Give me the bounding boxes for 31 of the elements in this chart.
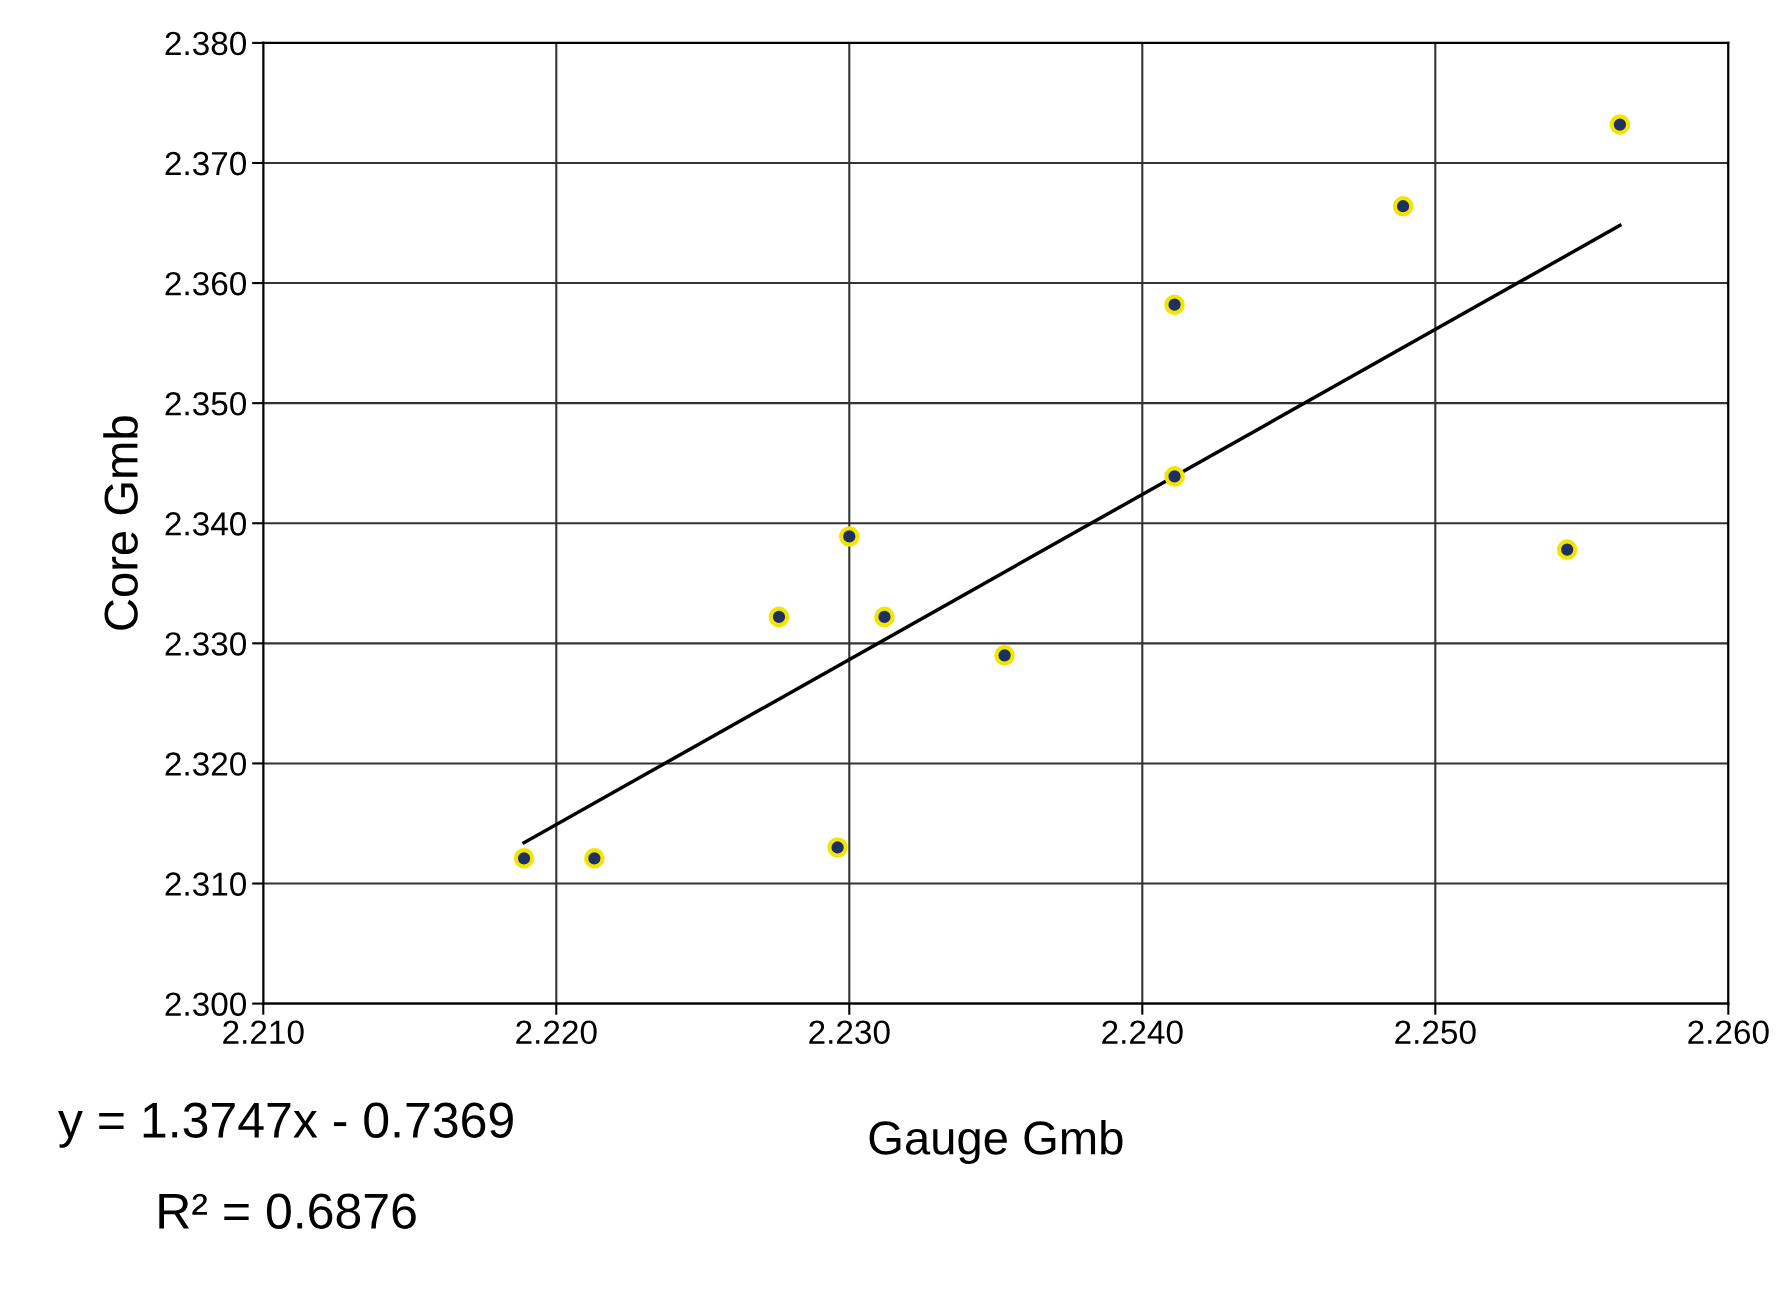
- point: [584, 847, 605, 869]
- x-tick-label: 2.210: [223, 1020, 304, 1045]
- y-tick-label: 2.370: [165, 151, 247, 176]
- y-tick-label: 2.310: [165, 872, 247, 896]
- y-axis-title: Core Gmb: [103, 416, 138, 630]
- point: [1556, 539, 1578, 560]
- x-tick-label: 2.260: [1688, 1020, 1769, 1045]
- y-tick-label: 2.380: [165, 31, 247, 56]
- point: [1609, 114, 1631, 135]
- point: [768, 606, 790, 628]
- point: [874, 606, 895, 628]
- text: R² = 0.6876: [159, 1193, 416, 1229]
- text: y = 1.3747x - 0.7369: [58, 1102, 513, 1148]
- y-tick-label: 2.300: [165, 992, 247, 1017]
- y-tick-label: 2.320: [165, 752, 247, 776]
- point: [513, 847, 535, 869]
- point: [838, 526, 860, 547]
- x-axis-title: Gauge Gmb: [869, 1120, 1123, 1165]
- y-tick-label: 2.330: [165, 632, 247, 656]
- point: [1392, 195, 1414, 217]
- x-tick-label: 2.250: [1395, 1020, 1476, 1045]
- x-tick-label: 2.230: [809, 1020, 890, 1045]
- point: [827, 837, 848, 858]
- y-tick-label: 2.360: [165, 271, 247, 296]
- point: [1164, 294, 1185, 315]
- x-tick-label: 2.240: [1102, 1020, 1183, 1045]
- y-tick-label: 2.340: [165, 512, 247, 536]
- point: [1164, 466, 1185, 487]
- x-tick-label: 2.220: [516, 1020, 597, 1045]
- y-tick-label: 2.350: [165, 391, 247, 416]
- point: [994, 645, 1015, 666]
